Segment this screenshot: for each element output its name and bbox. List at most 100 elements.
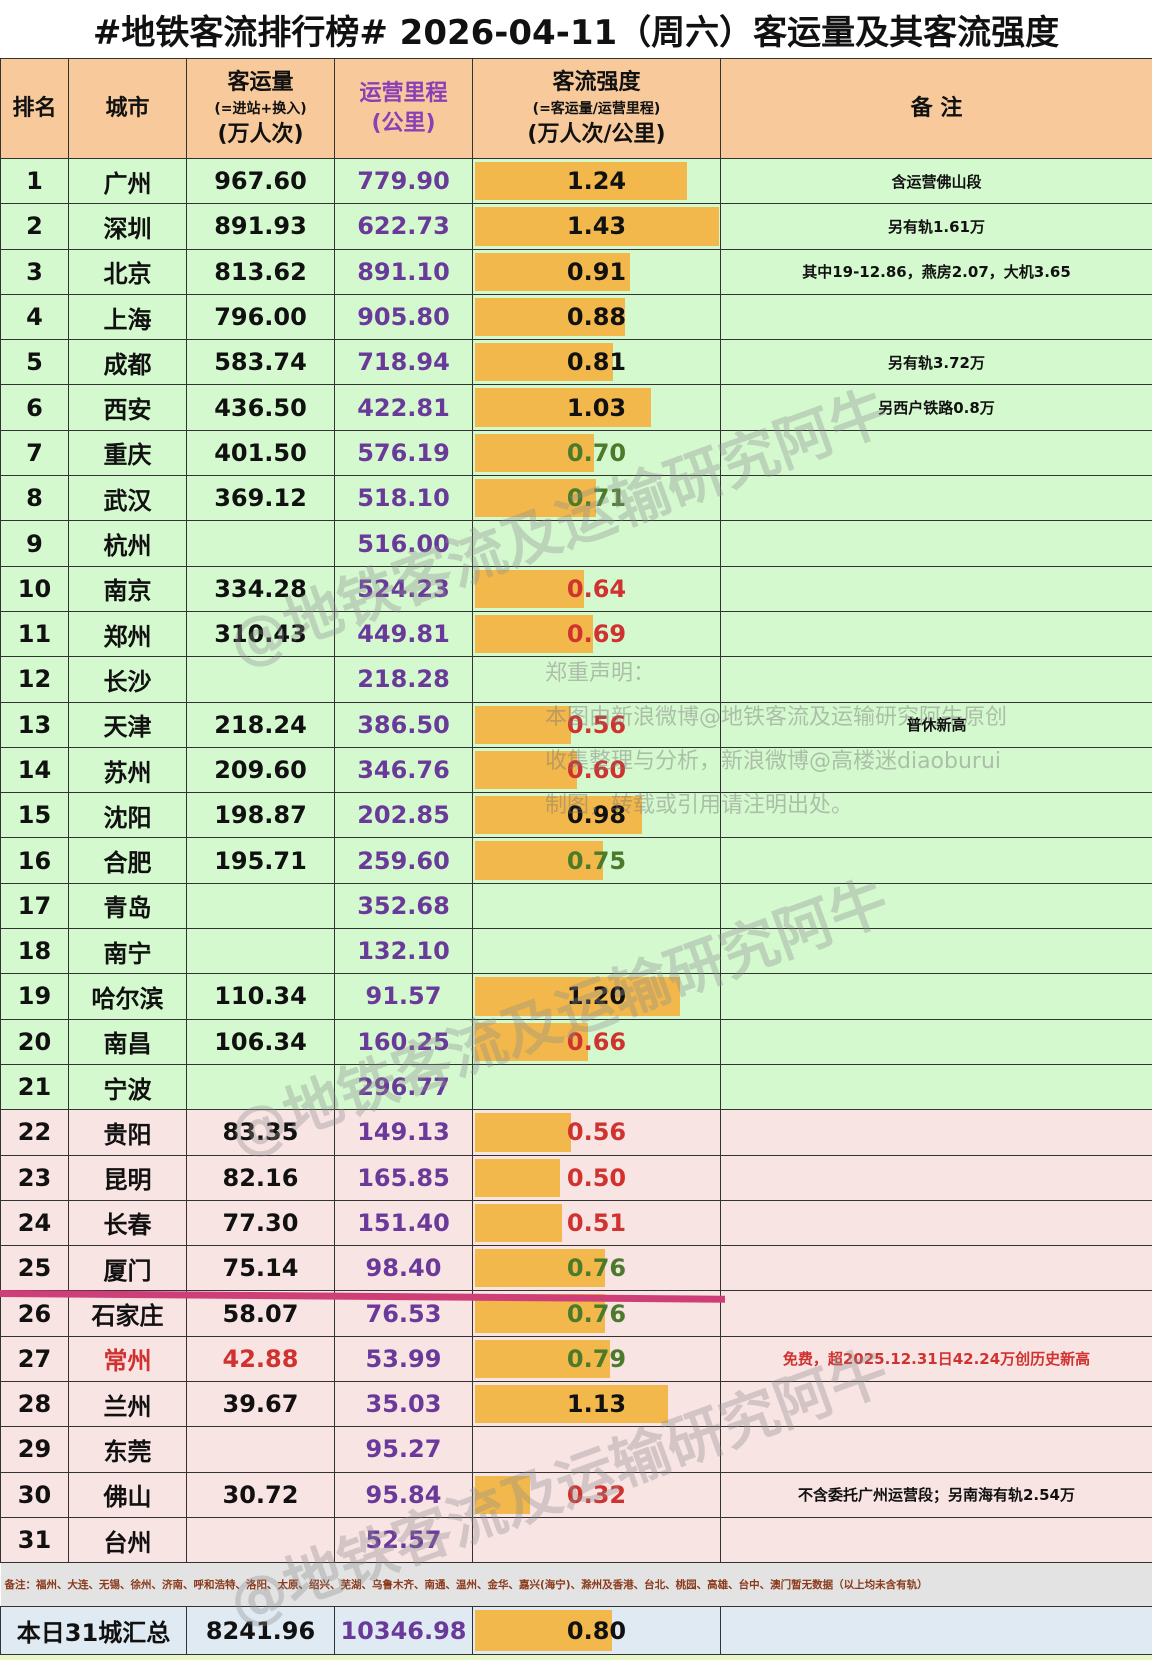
length-cell: 516.00 xyxy=(334,520,473,567)
city-cell: 兰州 xyxy=(68,1381,187,1428)
header-row: 排名 城市 客运量 (=进站+换入) (万人次) 运营里程 (公里) 客流强度 … xyxy=(0,58,1152,159)
table-row: 24 长春 77.30 151.40 0.51 xyxy=(0,1199,1152,1247)
rank-cell: 25 xyxy=(0,1245,69,1292)
intensity-cell xyxy=(472,882,721,930)
volume-cell xyxy=(186,928,335,975)
volume-cell: 891.93 xyxy=(186,203,335,250)
length-cell: 422.81 xyxy=(334,384,473,431)
rank-cell: 12 xyxy=(0,656,69,703)
note-cell xyxy=(720,1290,1152,1337)
intensity-cell: 0.64 xyxy=(472,565,721,612)
intensity-bar xyxy=(475,1339,610,1379)
intensity-bar xyxy=(475,433,594,473)
city-cell: 武汉 xyxy=(68,475,187,522)
rank-cell: 20 xyxy=(0,1018,69,1065)
note-cell xyxy=(720,928,1152,975)
rank-cell: 29 xyxy=(0,1426,69,1473)
intensity-cell: 0.76 xyxy=(472,1245,721,1292)
city-cell: 哈尔滨 xyxy=(68,973,187,1020)
volume-cell: 39.67 xyxy=(186,1381,335,1428)
rank-cell: 28 xyxy=(0,1381,69,1428)
rank-cell: 18 xyxy=(0,928,69,975)
intensity-bar xyxy=(475,252,630,291)
table-row: 2 深圳 891.93 622.73 1.43 另有轨1.61万 xyxy=(0,203,1152,250)
note-cell xyxy=(720,1381,1152,1428)
intensity-cell: 0.71 xyxy=(472,475,721,522)
note-cell xyxy=(720,1245,1152,1292)
table-row: 14 苏州 209.60 346.76 0.60 xyxy=(0,746,1152,794)
table-row: 29 东莞 95.27 xyxy=(0,1426,1152,1473)
note-cell: 普休新高 xyxy=(720,701,1152,748)
rank-cell: 9 xyxy=(0,520,69,567)
intensity-cell: 1.24 xyxy=(472,157,721,205)
table-row: 6 西安 436.50 422.81 1.03 另西户铁路0.8万 xyxy=(0,384,1152,431)
city-cell: 天津 xyxy=(68,701,187,748)
intensity-bar xyxy=(475,1203,562,1243)
note-cell xyxy=(720,1109,1152,1156)
length-cell: 779.90 xyxy=(334,157,473,205)
table-row: 9 杭州 516.00 xyxy=(0,520,1152,567)
volume-cell: 310.43 xyxy=(186,610,335,658)
length-cell: 160.25 xyxy=(334,1018,473,1065)
note-cell xyxy=(720,1154,1152,1201)
note-cell xyxy=(720,610,1152,658)
table-row: 30 佛山 30.72 95.84 0.32 不含委托广州运营段；另南海有轨2.54万 xyxy=(0,1471,1152,1518)
volume-cell: 77.30 xyxy=(186,1199,335,1247)
intensity-cell: 0.69 xyxy=(472,610,721,658)
intensity-cell xyxy=(472,1516,721,1564)
table-row: 7 重庆 401.50 576.19 0.70 xyxy=(0,429,1152,477)
rank-cell: 2 xyxy=(0,203,69,250)
note-cell: 含运营佛山段 xyxy=(720,157,1152,205)
length-cell: 718.94 xyxy=(334,339,473,386)
table-row: 28 兰州 39.67 35.03 1.13 xyxy=(0,1381,1152,1428)
rank-cell: 17 xyxy=(0,882,69,930)
length-cell: 905.80 xyxy=(334,293,473,341)
summary-length: 10346.98 xyxy=(334,1606,473,1656)
table-row: 21 宁波 296.77 xyxy=(0,1063,1152,1111)
intensity-cell: 0.56 xyxy=(472,701,721,748)
note-cell: 其中19-12.86，燕房2.07，大机3.65 xyxy=(720,248,1152,295)
intensity-cell: 0.98 xyxy=(472,792,721,839)
footnote-row: 备注：福州、大连、无锡、徐州、济南、呼和浩特、洛阳、太原、绍兴、芜湖、乌鲁木齐、… xyxy=(0,1562,1152,1608)
footnote-text: 备注：福州、大连、无锡、徐州、济南、呼和浩特、洛阳、太原、绍兴、芜湖、乌鲁木齐、… xyxy=(0,1562,1152,1608)
summary-intensity: 0.80 xyxy=(472,1606,721,1656)
city-cell: 合肥 xyxy=(68,837,187,884)
note-cell xyxy=(720,656,1152,703)
note-cell xyxy=(720,1018,1152,1065)
volume-cell xyxy=(186,1516,335,1564)
rank-cell: 31 xyxy=(0,1516,69,1564)
volume-cell: 401.50 xyxy=(186,429,335,477)
rank-cell: 15 xyxy=(0,792,69,839)
intensity-cell: 0.79 xyxy=(472,1335,721,1383)
intensity-cell xyxy=(472,1063,721,1111)
intensity-cell: 0.32 xyxy=(472,1471,721,1518)
length-cell: 149.13 xyxy=(334,1109,473,1156)
header-volume: 客运量 (=进站+换入) (万人次) xyxy=(186,58,335,159)
volume-cell xyxy=(186,882,335,930)
city-cell: 苏州 xyxy=(68,746,187,794)
volume-cell xyxy=(186,520,335,567)
city-cell: 贵阳 xyxy=(68,1109,187,1156)
intensity-bar xyxy=(475,1022,588,1061)
volume-cell: 369.12 xyxy=(186,475,335,522)
note-cell xyxy=(720,792,1152,839)
city-cell: 郑州 xyxy=(68,610,187,658)
table-row: 17 青岛 352.68 xyxy=(0,882,1152,930)
summary-label: 本日31城汇总 xyxy=(0,1606,187,1656)
volume-cell xyxy=(186,656,335,703)
intensity-cell: 1.03 xyxy=(472,384,721,431)
intensity-bar xyxy=(475,977,680,1016)
intensity-cell xyxy=(472,1426,721,1473)
intensity-bar xyxy=(475,796,642,835)
length-cell: 518.10 xyxy=(334,475,473,522)
intensity-cell: 0.75 xyxy=(472,837,721,884)
note-cell: 免费，超2025.12.31日42.24万创历史新高 xyxy=(720,1335,1152,1383)
note-cell: 另西户铁路0.8万 xyxy=(720,384,1152,431)
rank-cell: 24 xyxy=(0,1199,69,1247)
intensity-bar xyxy=(475,1249,605,1288)
table-row: 18 南宁 132.10 xyxy=(0,928,1152,975)
city-cell: 青岛 xyxy=(68,882,187,930)
city-cell: 常州 xyxy=(68,1335,187,1383)
note-cell: 另有轨1.61万 xyxy=(720,203,1152,250)
header-intensity: 客流强度 (=客运量/运营里程) (万人次/公里) xyxy=(472,58,721,159)
